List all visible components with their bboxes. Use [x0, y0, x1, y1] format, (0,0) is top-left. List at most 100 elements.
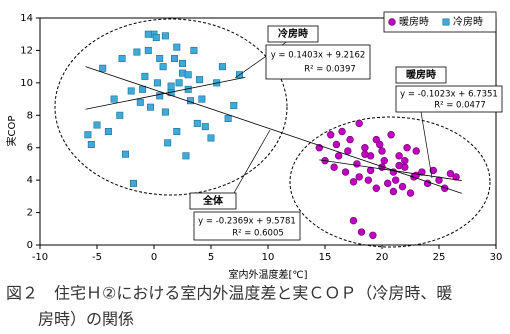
point: [398, 182, 407, 191]
point: [384, 179, 392, 188]
point: [164, 139, 172, 147]
point: [441, 184, 449, 192]
point: [364, 176, 373, 184]
x-tick-label: 5: [208, 252, 214, 263]
x-tick-label: 25: [433, 252, 446, 263]
point: [159, 63, 167, 71]
point: [435, 176, 443, 184]
point: [122, 150, 130, 158]
point: [395, 152, 403, 160]
x-tick-label: -5: [92, 252, 102, 263]
point: [141, 72, 149, 80]
y-axis-label: 実COP: [5, 116, 18, 147]
point: [330, 163, 338, 171]
point: [334, 152, 343, 160]
x-tick-label: 0: [151, 252, 157, 263]
point: [161, 32, 169, 40]
equation-box: [193, 211, 301, 241]
x-tick-label: -10: [32, 252, 48, 263]
point: [391, 176, 400, 184]
point: [84, 131, 92, 139]
point: [99, 64, 107, 72]
point: [406, 189, 415, 197]
point: [403, 144, 411, 152]
y-tick-label: 14: [20, 13, 33, 24]
point: [341, 168, 350, 176]
x-tick-label: 20: [376, 252, 389, 263]
point: [153, 79, 161, 87]
legend-marker: [388, 18, 396, 26]
legend: [383, 11, 497, 33]
y-tick-label: 8: [27, 110, 33, 121]
point: [182, 152, 190, 160]
y-tick-label: 10: [20, 78, 33, 89]
point: [387, 131, 395, 139]
equation: y = -0.1023x + 6.7351: [400, 90, 498, 100]
point: [230, 102, 238, 110]
equation: y = -0.2369x + 9.5781: [198, 217, 296, 227]
point: [139, 85, 147, 93]
x-axis-label: 室内外温度差[℃]: [228, 268, 307, 281]
point: [196, 76, 204, 84]
point: [201, 123, 209, 131]
point: [171, 55, 179, 63]
x-tick-label: 15: [319, 252, 332, 263]
point: [446, 169, 455, 178]
point: [418, 168, 426, 176]
legend-label: 冷房時: [453, 15, 483, 28]
point: [412, 147, 420, 155]
connector: [419, 105, 433, 179]
r-squared: R² = 0.6005: [232, 229, 284, 239]
r-squared: R² = 0.0397: [304, 65, 356, 75]
point: [144, 46, 152, 54]
point: [369, 231, 377, 239]
point: [361, 150, 369, 158]
trendline: [85, 66, 462, 194]
annotation-label: 暖房時: [406, 68, 436, 81]
point: [344, 147, 352, 155]
point: [133, 48, 141, 56]
y-tick-label: 0: [27, 240, 33, 251]
point: [179, 59, 187, 67]
point: [175, 79, 183, 87]
point: [127, 87, 135, 95]
y-tick-label: 6: [27, 143, 33, 154]
r-squared: R² = 0.0477: [434, 101, 486, 111]
point: [372, 135, 380, 144]
caption: 図２ 住宅Ｈ②における室内外温度差と実ＣＯＰ（冷房時、暖: [6, 284, 452, 303]
point: [87, 140, 95, 148]
legend-label: 暖房時: [399, 15, 429, 28]
caption: 房時）の関係: [38, 310, 134, 329]
y-tick-label: 2: [27, 208, 33, 219]
point: [349, 216, 358, 225]
point: [110, 95, 118, 103]
point: [118, 55, 126, 63]
equation-box: [265, 44, 371, 80]
cooling-ellipse: [54, 18, 288, 196]
point: [429, 166, 437, 175]
point: [104, 128, 112, 136]
label-box: [267, 25, 319, 43]
point: [198, 95, 206, 103]
point: [116, 111, 124, 119]
point: [353, 160, 361, 168]
point: [147, 103, 155, 111]
point: [372, 184, 380, 192]
point: [161, 108, 169, 116]
point: [173, 128, 181, 136]
annotation-label: 冷房時: [278, 27, 308, 40]
label-box: [189, 192, 237, 210]
point: [136, 98, 144, 106]
point: [380, 156, 388, 165]
point: [378, 147, 386, 155]
y-tick-label: 12: [20, 45, 33, 56]
point: [129, 179, 137, 187]
point: [224, 115, 232, 123]
point: [452, 173, 460, 181]
point: [184, 71, 192, 79]
point: [93, 121, 101, 129]
point: [338, 127, 346, 136]
point: [152, 33, 160, 41]
point: [355, 173, 363, 181]
